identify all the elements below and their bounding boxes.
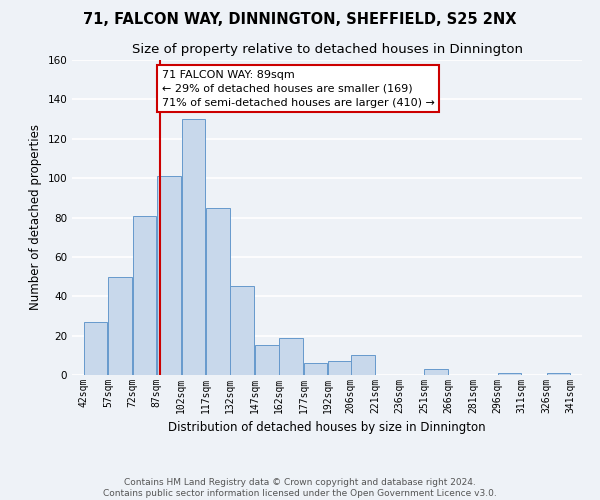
X-axis label: Distribution of detached houses by size in Dinnington: Distribution of detached houses by size … xyxy=(168,422,486,434)
Bar xyxy=(424,369,448,375)
Bar xyxy=(206,208,230,375)
Bar xyxy=(304,363,328,375)
Bar xyxy=(84,322,107,375)
Bar xyxy=(497,373,521,375)
Text: 71, FALCON WAY, DINNINGTON, SHEFFIELD, S25 2NX: 71, FALCON WAY, DINNINGTON, SHEFFIELD, S… xyxy=(83,12,517,28)
Bar xyxy=(351,356,374,375)
Bar xyxy=(280,338,303,375)
Bar xyxy=(230,286,254,375)
Bar xyxy=(255,346,278,375)
Title: Size of property relative to detached houses in Dinnington: Size of property relative to detached ho… xyxy=(131,43,523,56)
Bar xyxy=(182,119,205,375)
Text: 71 FALCON WAY: 89sqm
← 29% of detached houses are smaller (169)
71% of semi-deta: 71 FALCON WAY: 89sqm ← 29% of detached h… xyxy=(161,70,434,108)
Text: Contains HM Land Registry data © Crown copyright and database right 2024.
Contai: Contains HM Land Registry data © Crown c… xyxy=(103,478,497,498)
Bar xyxy=(547,373,570,375)
Bar xyxy=(133,216,157,375)
Bar xyxy=(108,276,132,375)
Bar xyxy=(157,176,181,375)
Y-axis label: Number of detached properties: Number of detached properties xyxy=(29,124,42,310)
Bar xyxy=(328,361,352,375)
